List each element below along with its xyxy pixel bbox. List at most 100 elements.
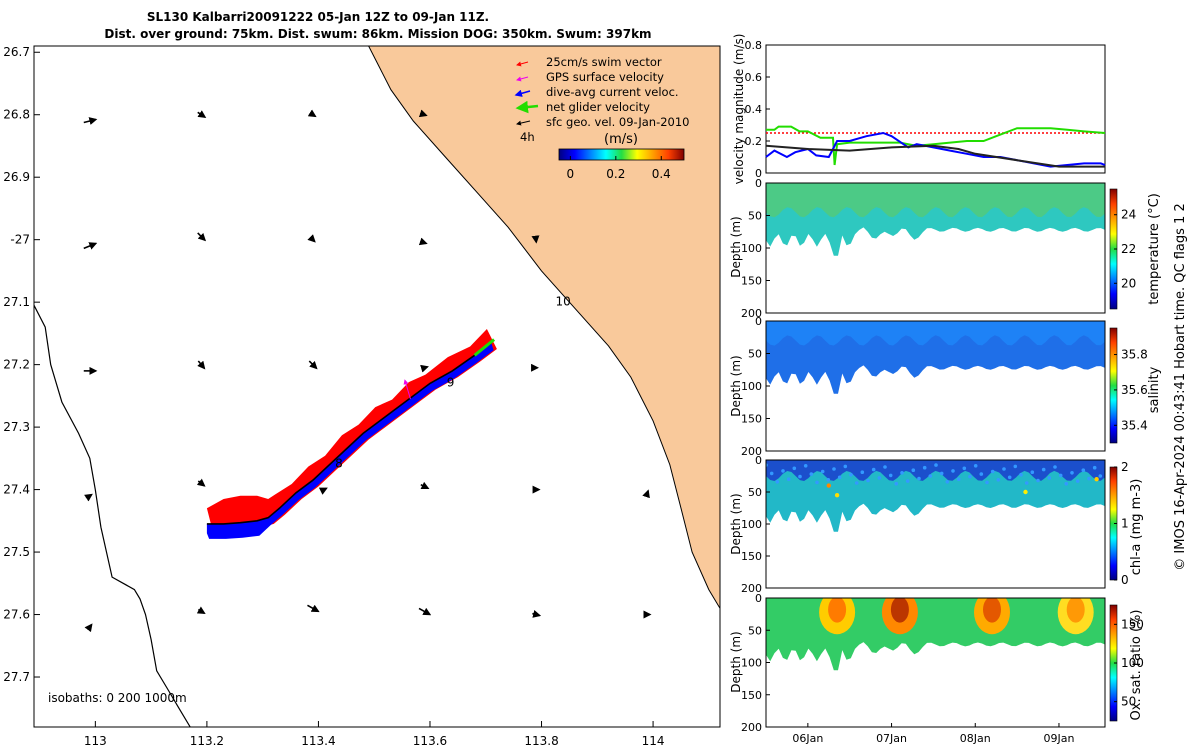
- track-line: [206, 342, 492, 525]
- surface-arrow: [307, 109, 317, 118]
- salinity-cblabel: salinity: [1147, 366, 1162, 413]
- current-vector-band: [206, 342, 494, 539]
- surface-arrow: [308, 360, 318, 370]
- temperature-panel: 0 50 100 150 200 Depth (m) 20 22 24 temperatur…: [729, 177, 1162, 320]
- temperature-y-axis: 0 50 100 150 200: [741, 177, 770, 320]
- chla-dot: [979, 472, 984, 476]
- chla-dot: [815, 480, 819, 485]
- map-colorbar: [558, 148, 685, 161]
- chla-dot: [786, 477, 791, 482]
- section-y-tick-label: 200: [741, 307, 762, 320]
- salinity-colorbar: [1109, 327, 1118, 444]
- section-y-tick-label: 0: [755, 592, 762, 605]
- chla-dot: [922, 465, 927, 470]
- salinity-y-axis: 0 50 100 150 200: [741, 315, 770, 458]
- chla-dot: [1087, 476, 1091, 481]
- chla-dot: [894, 481, 899, 486]
- map-y-tick-label: 27.7: [3, 670, 30, 684]
- velocity-panel: 0 0.2 0.4 0.6 0.8 velocity magnitude (m/s): [732, 34, 1106, 184]
- salinity-panel: 0 50 100 150 200 Depth (m) 35.4 35.6 35.8 sali…: [729, 315, 1162, 458]
- chla-dot: [1019, 472, 1023, 477]
- chla-dot: [837, 475, 842, 480]
- chla-dot: [826, 478, 831, 482]
- chla-dot: [1098, 474, 1103, 478]
- chla-dot: [951, 469, 955, 473]
- chla-dot: [905, 479, 910, 483]
- chla-dot: [792, 466, 797, 471]
- chla-sample-dots: [766, 463, 1103, 498]
- salinity-ylabel: Depth (m): [729, 355, 743, 416]
- surface-arrow: [532, 610, 542, 618]
- surface-arrow: [196, 606, 206, 615]
- surface-arrow: [418, 607, 432, 616]
- chla-high-dot: [1023, 489, 1028, 495]
- chla-dot: [1041, 467, 1046, 472]
- surface-arrow: [420, 364, 429, 373]
- surface-arrow: [84, 623, 93, 633]
- velocity-series-line: [765, 144, 1105, 168]
- map-x-tick-label: 113.2: [190, 734, 224, 748]
- velocity-y-tick-label: 0.8: [745, 39, 763, 52]
- chla-panel: 0 50 100 150 200 Depth (m) 0 1 2 chl-a (mg m-3…: [729, 454, 1144, 595]
- map-x-tick-label: 114: [642, 734, 665, 748]
- colorbar-tick-label: 2: [1121, 460, 1129, 474]
- chla-dot: [962, 466, 967, 471]
- chla-dot: [1070, 471, 1074, 475]
- section-y-tick-label: 50: [748, 348, 762, 361]
- velocity-series: [765, 125, 1106, 168]
- map-y-tick-label: -27: [10, 233, 30, 247]
- chla-dot: [883, 465, 887, 469]
- chla-dot: [911, 468, 916, 473]
- oxygen-x-axis: 06Jan 07Jan 08Jan 09Jan: [792, 723, 1074, 745]
- chla-field: [766, 460, 1105, 532]
- chla-dot: [985, 480, 989, 485]
- gps-surface-velocity-arrow: [403, 379, 411, 400]
- map-legend: 25cm/s swim vector GPS surface velocity …: [514, 55, 690, 181]
- surface-current-arrows: [83, 109, 652, 633]
- oxygen-peak: [983, 598, 1001, 623]
- section-y-tick-label: 0: [755, 177, 762, 190]
- legend-geo-icon: [516, 120, 531, 126]
- temperature-upper-layer: [766, 183, 1105, 218]
- surface-arrow: [418, 109, 428, 118]
- section-y-tick-label: 50: [748, 210, 762, 223]
- velocity-series-line: [766, 125, 1106, 166]
- chla-dot: [1030, 470, 1035, 475]
- oxygen-panel: 0 50 100 150 200 06Jan 07Jan 08Jan 09Jan Depth …: [729, 592, 1144, 745]
- chla-dot: [1075, 479, 1080, 483]
- chla-dot: [990, 469, 995, 474]
- chla-high-dot: [1094, 477, 1099, 482]
- chla-dot: [917, 476, 921, 481]
- chla-dot: [1047, 476, 1052, 480]
- salinity-upper-layer: [766, 321, 1105, 346]
- legend-sfc-geo-velocity: sfc geo. vel. 09-Jan-2010: [546, 115, 690, 129]
- legend-swim-icon: [516, 61, 529, 67]
- chla-dot: [1092, 465, 1097, 470]
- map-cb-tick-label: 0: [567, 167, 575, 181]
- oxygen-cblabel: Ox. sat. ratio (%): [1129, 610, 1144, 721]
- chla-dot: [866, 478, 870, 483]
- oxygen-y-axis: 0 50 100 150 200: [741, 592, 770, 734]
- chla-high-dot: [826, 483, 831, 488]
- surface-arrow: [84, 493, 93, 502]
- surface-arrow: [307, 604, 320, 613]
- map-title-line2: Dist. over ground: 75km. Dist. swum: 86k…: [104, 27, 651, 41]
- colorbar-tick-label: 35.8: [1121, 348, 1148, 362]
- oxygen-colorbar-ticks: 50 100 150: [1114, 617, 1144, 709]
- chla-dot: [820, 469, 825, 474]
- surface-arrow: [196, 478, 206, 487]
- coastline: [34, 305, 191, 727]
- chla-dot: [934, 463, 938, 467]
- colorbar-tick-label: 1: [1121, 517, 1129, 531]
- chla-dot: [877, 476, 882, 480]
- chla-dot: [860, 470, 865, 475]
- date-tick-label: 09Jan: [1043, 732, 1074, 745]
- map-colorbar-title: (m/s): [604, 132, 638, 147]
- map-x-tick-label: 113.4: [301, 734, 335, 748]
- surface-arrow: [197, 360, 206, 370]
- chla-dot: [1002, 467, 1006, 471]
- chla-dot: [854, 481, 859, 485]
- map-y-tick-label: 26.8: [3, 108, 30, 122]
- map-x-tick-label: 113: [84, 734, 107, 748]
